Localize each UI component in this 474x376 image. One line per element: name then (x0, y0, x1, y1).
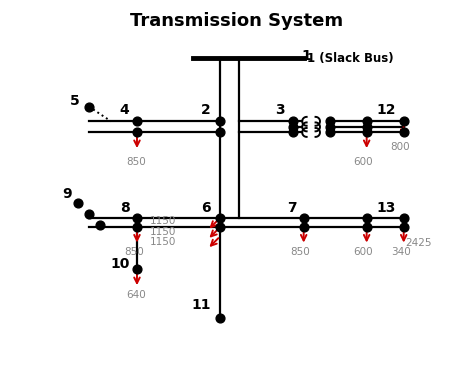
Text: 850: 850 (124, 247, 144, 257)
Point (363, 124, 371, 130)
Point (400, 215, 408, 221)
Point (363, 118, 371, 124)
Point (326, 124, 333, 130)
Point (133, 267, 141, 273)
Point (133, 215, 141, 221)
Text: 1150: 1150 (149, 216, 176, 226)
Text: Transmission System: Transmission System (130, 12, 344, 30)
Text: 1150: 1150 (149, 227, 176, 237)
Text: 1: 1 (302, 50, 311, 64)
Point (300, 215, 308, 221)
Text: 12: 12 (377, 103, 396, 117)
Point (74, 200, 82, 206)
Point (289, 118, 296, 124)
Point (400, 224, 408, 230)
Point (217, 215, 224, 221)
Text: 850: 850 (126, 156, 146, 167)
Point (400, 129, 408, 135)
Text: 1150: 1150 (149, 237, 176, 247)
Text: 850: 850 (291, 247, 310, 257)
Point (326, 118, 333, 124)
Text: 340: 340 (391, 247, 410, 257)
Point (363, 224, 371, 230)
Text: 5: 5 (70, 94, 80, 108)
Point (133, 129, 141, 135)
Text: 7: 7 (287, 202, 296, 215)
Text: 4: 4 (120, 103, 129, 117)
Point (133, 118, 141, 124)
Point (85, 103, 92, 109)
Point (300, 224, 308, 230)
Point (217, 224, 224, 230)
Text: 9: 9 (63, 186, 72, 200)
Text: 800: 800 (391, 142, 410, 152)
Point (96, 222, 104, 228)
Text: 8: 8 (120, 202, 129, 215)
Text: 2: 2 (201, 103, 211, 117)
Point (400, 118, 408, 124)
Text: 11: 11 (191, 298, 211, 312)
Text: 600: 600 (354, 247, 374, 257)
Text: 1 (Slack Bus): 1 (Slack Bus) (307, 52, 394, 65)
Text: 2425: 2425 (406, 238, 432, 248)
Point (217, 118, 224, 124)
Text: 600: 600 (354, 156, 374, 167)
Point (363, 129, 371, 135)
Text: 3: 3 (275, 103, 285, 117)
Point (217, 129, 224, 135)
Point (289, 124, 296, 130)
Point (217, 315, 224, 321)
Text: 13: 13 (377, 202, 396, 215)
Point (363, 215, 371, 221)
Point (289, 129, 296, 135)
Text: 10: 10 (110, 257, 129, 271)
Point (85, 211, 92, 217)
Point (326, 129, 333, 135)
Point (133, 224, 141, 230)
Text: 640: 640 (126, 290, 146, 300)
Text: 6: 6 (201, 202, 211, 215)
